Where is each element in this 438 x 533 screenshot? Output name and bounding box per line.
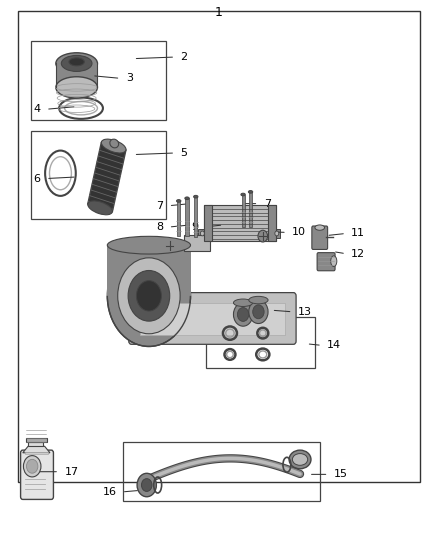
Circle shape: [137, 473, 156, 497]
Ellipse shape: [69, 58, 84, 66]
Bar: [31, 41, 166, 120]
Text: 7: 7: [264, 199, 271, 208]
Ellipse shape: [201, 231, 204, 236]
Bar: [28, 442, 43, 446]
Bar: [25, 453, 48, 454]
Text: 6: 6: [34, 174, 41, 183]
Bar: [206, 317, 315, 368]
Text: 3: 3: [126, 74, 133, 83]
Ellipse shape: [233, 299, 253, 306]
Ellipse shape: [101, 139, 126, 153]
Circle shape: [137, 280, 162, 311]
Text: 11: 11: [351, 229, 365, 238]
Bar: [56, 63, 97, 87]
Circle shape: [27, 459, 38, 473]
Bar: [107, 245, 191, 296]
Circle shape: [141, 479, 152, 491]
Text: 13: 13: [298, 307, 312, 317]
Circle shape: [233, 303, 253, 326]
FancyBboxPatch shape: [21, 450, 53, 499]
Bar: [31, 131, 166, 219]
Circle shape: [107, 245, 191, 346]
Ellipse shape: [248, 191, 253, 193]
Bar: [26, 438, 47, 442]
Bar: [184, 235, 210, 251]
Ellipse shape: [289, 450, 311, 469]
Ellipse shape: [56, 77, 97, 98]
FancyBboxPatch shape: [129, 293, 296, 344]
FancyBboxPatch shape: [317, 253, 335, 271]
Text: 1: 1: [215, 6, 223, 19]
Circle shape: [24, 456, 41, 477]
Bar: [204, 205, 276, 241]
Ellipse shape: [177, 199, 181, 202]
Text: 14: 14: [327, 341, 341, 350]
Polygon shape: [23, 446, 50, 453]
Bar: [123, 442, 320, 501]
Circle shape: [253, 305, 264, 319]
Circle shape: [118, 258, 180, 334]
Circle shape: [249, 300, 268, 324]
FancyBboxPatch shape: [312, 226, 328, 249]
Bar: [18, 11, 420, 482]
Bar: [198, 229, 206, 238]
Circle shape: [159, 242, 165, 248]
Text: 17: 17: [64, 467, 78, 477]
Bar: [88, 142, 126, 212]
Ellipse shape: [241, 193, 245, 196]
Bar: [194, 197, 197, 237]
Bar: [177, 201, 180, 236]
Ellipse shape: [331, 256, 337, 266]
Text: 10: 10: [292, 228, 306, 237]
Text: 12: 12: [351, 249, 365, 259]
Ellipse shape: [107, 236, 191, 254]
Text: 16: 16: [102, 487, 117, 497]
Bar: [140, 303, 285, 335]
Ellipse shape: [249, 296, 268, 304]
Ellipse shape: [185, 197, 189, 199]
Bar: [249, 192, 252, 227]
Bar: [242, 195, 245, 227]
Circle shape: [258, 230, 268, 242]
Ellipse shape: [56, 53, 97, 74]
Ellipse shape: [194, 196, 198, 198]
Ellipse shape: [275, 231, 279, 236]
Bar: [204, 205, 212, 241]
Circle shape: [157, 239, 167, 252]
Ellipse shape: [110, 139, 119, 148]
Ellipse shape: [292, 454, 307, 465]
Text: 8: 8: [156, 222, 163, 232]
Ellipse shape: [61, 55, 92, 71]
Text: 2: 2: [180, 52, 187, 62]
Bar: [272, 229, 280, 238]
Circle shape: [128, 271, 170, 321]
Ellipse shape: [315, 225, 325, 230]
Text: 7: 7: [156, 201, 163, 211]
Text: 10: 10: [133, 241, 147, 251]
Circle shape: [165, 240, 175, 252]
Ellipse shape: [88, 201, 113, 215]
Text: 4: 4: [34, 104, 41, 114]
Text: 9: 9: [191, 222, 198, 232]
Circle shape: [237, 308, 249, 321]
Bar: [268, 205, 276, 241]
Bar: [186, 198, 188, 236]
Text: 5: 5: [180, 148, 187, 158]
Text: 15: 15: [334, 470, 348, 479]
